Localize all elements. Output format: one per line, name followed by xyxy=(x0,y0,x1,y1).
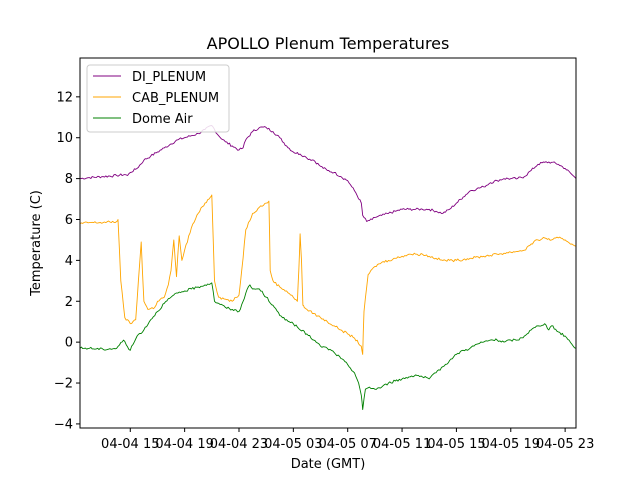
y-tick-label: 2 xyxy=(65,295,73,310)
y-tick-label: −2 xyxy=(54,377,73,392)
legend-box xyxy=(86,64,230,133)
series-line-di-plenum xyxy=(80,125,576,222)
series-line-cab-plenum xyxy=(80,194,576,355)
x-tick-label: 04-05 19 xyxy=(482,437,540,452)
x-tick-label: 04-05 23 xyxy=(536,437,594,452)
x-tick-label: 04-05 11 xyxy=(373,437,431,452)
x-tick-label: 04-04 23 xyxy=(210,437,268,452)
y-tick-label: 12 xyxy=(56,90,73,105)
x-tick-label: 04-05 15 xyxy=(427,437,485,452)
y-axis-ticks: −4 −2 0 2 4 6 8 10 12 xyxy=(54,90,80,432)
y-axis-label: Temperature (C) xyxy=(29,190,44,297)
y-tick-label: 8 xyxy=(65,172,73,187)
y-tick-label: 4 xyxy=(65,254,73,269)
chart-title: APOLLO Plenum Temperatures xyxy=(207,34,450,53)
x-tick-label: 04-05 07 xyxy=(318,437,376,452)
series-layer xyxy=(80,125,576,411)
plot-frame xyxy=(79,57,577,429)
series-line-dome-air xyxy=(80,282,576,411)
x-tick-label: 04-05 03 xyxy=(264,437,322,452)
y-tick-label: 0 xyxy=(65,336,73,351)
y-tick-label: −4 xyxy=(54,417,73,432)
x-tick-label: 04-04 15 xyxy=(101,437,159,452)
legend-label-di-plenum: DI_PLENUM xyxy=(132,70,206,85)
y-tick-label: 10 xyxy=(56,131,73,146)
x-axis-label: Date (GMT) xyxy=(291,457,366,472)
legend-label-cab-plenum: CAB_PLENUM xyxy=(132,91,219,106)
plot-area xyxy=(80,125,576,411)
x-tick-label: 04-04 19 xyxy=(155,437,213,452)
legend: DI_PLENUM CAB_PLENUM Dome Air xyxy=(86,64,230,133)
legend-label-dome-air: Dome Air xyxy=(132,112,193,127)
y-tick-label: 6 xyxy=(65,213,73,228)
